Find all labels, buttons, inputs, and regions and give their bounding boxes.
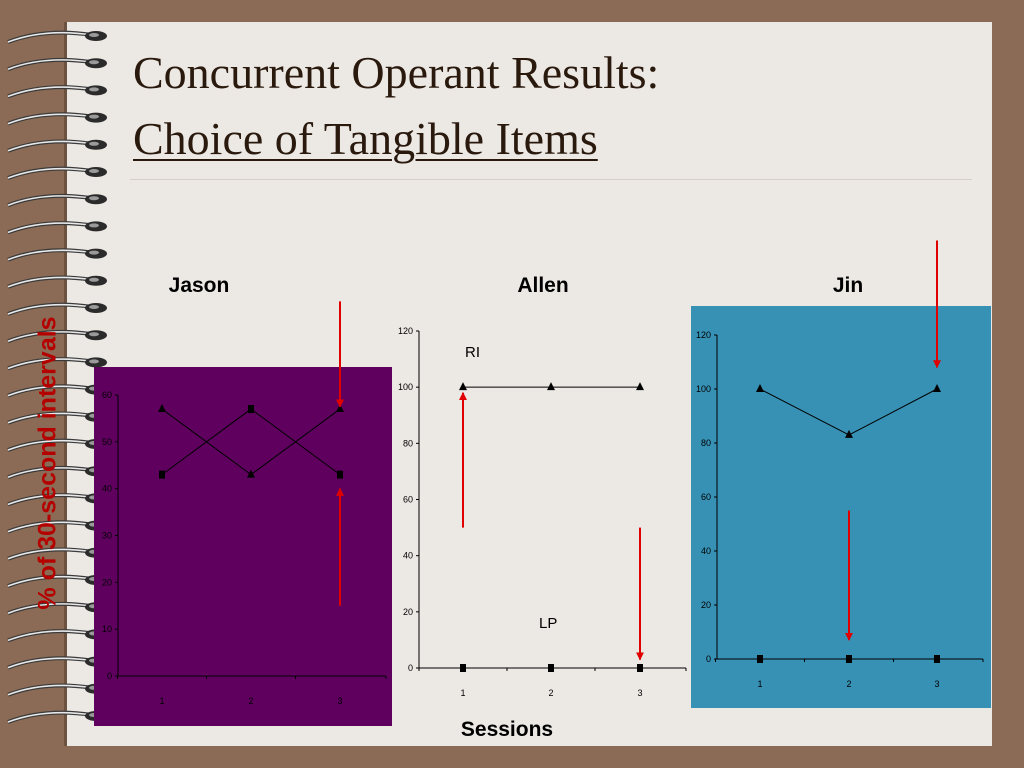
- jin-chart: 0 20 40 60 80 100 120 1 2 3: [691, 306, 991, 708]
- y-tick-label: 20: [403, 607, 413, 617]
- spiral-binding-coil-icon: [7, 85, 107, 99]
- title-divider: [130, 179, 972, 180]
- triangle-marker: [158, 404, 166, 413]
- spiral-binding-coil-icon: [7, 302, 107, 316]
- x-tick-label: 1: [460, 688, 465, 698]
- y-tick-label: 60: [102, 390, 112, 400]
- spiral-binding-coil-icon: [7, 139, 107, 153]
- y-tick-label: 80: [403, 438, 413, 448]
- slide-title: Concurrent Operant Results:: [133, 47, 660, 98]
- spiral-binding-coil-icon: [7, 683, 107, 697]
- y-tick-label: 40: [701, 546, 711, 556]
- series-label: LP: [539, 615, 557, 632]
- x-tick-label: 1: [159, 696, 164, 706]
- series-label: RI: [465, 344, 480, 361]
- square-marker: [846, 655, 852, 663]
- triangle-marker: [459, 382, 467, 391]
- x-tick-label: 3: [337, 696, 342, 706]
- y-tick-label: 120: [398, 326, 413, 336]
- y-tick-label: 50: [102, 437, 112, 447]
- y-tick-label: 0: [408, 663, 413, 673]
- triangle-marker: [547, 382, 555, 391]
- spiral-binding-coil-icon: [7, 629, 107, 643]
- spiral-binding-coil-icon: [7, 710, 107, 724]
- spiral-binding-coil-icon: [7, 329, 107, 344]
- y-tick-label: 100: [398, 382, 413, 392]
- spiral-binding-coil-icon: [7, 112, 107, 126]
- y-tick-label: 120: [696, 330, 711, 340]
- triangle-marker: [247, 469, 255, 478]
- y-tick-label: 10: [102, 624, 112, 634]
- triangle-marker: [933, 384, 941, 392]
- spiral-binding-coil-icon: [7, 166, 107, 180]
- x-tick-label: 1: [757, 679, 762, 689]
- chart-svg: 0 10 20 30 40 50 60 1 2 3: [94, 367, 392, 726]
- chart-svg: 0 20 40 60 80 100 120 1 2 3 RI LP: [392, 318, 692, 698]
- spiral-binding-coil-icon: [7, 275, 107, 289]
- spiral-binding-coil-icon: [7, 57, 107, 72]
- spiral-binding-coil-icon: [7, 193, 107, 208]
- slide-subtitle: Choice of Tangible Items: [133, 113, 598, 164]
- square-marker: [460, 664, 466, 672]
- allen-chart-title: Allen: [517, 274, 569, 297]
- spiral-binding-coil-icon: [7, 357, 107, 371]
- square-marker: [637, 664, 643, 672]
- spiral-binding-coil-icon: [7, 656, 107, 670]
- y-tick-label: 0: [107, 671, 112, 681]
- chart-background: [392, 318, 692, 698]
- chart-background: [94, 367, 392, 726]
- y-tick-label: 40: [102, 484, 112, 494]
- y-tick-label: 0: [706, 654, 711, 664]
- x-tick-label: 2: [846, 679, 851, 689]
- allen-chart: 0 20 40 60 80 100 120 1 2 3 RI LP: [392, 318, 692, 698]
- y-axis-label: % of 30-second intervals: [33, 316, 62, 610]
- square-marker: [248, 405, 254, 414]
- y-tick-label: 30: [102, 531, 112, 541]
- square-marker: [757, 655, 763, 663]
- chart-svg: 0 20 40 60 80 100 120 1 2 3: [691, 306, 991, 708]
- triangle-marker: [636, 382, 644, 391]
- y-tick-label: 80: [701, 438, 711, 448]
- square-marker: [159, 470, 165, 479]
- paper-edge: [64, 22, 67, 746]
- y-tick-label: 100: [696, 384, 711, 394]
- y-tick-label: 20: [102, 577, 112, 587]
- y-tick-label: 40: [403, 551, 413, 561]
- y-tick-label: 60: [403, 495, 413, 505]
- spiral-binding-coil-icon: [7, 221, 107, 235]
- jason-chart-title: Jason: [168, 274, 230, 297]
- chart-background: [691, 306, 991, 708]
- spiral-binding-coil-icon: [7, 30, 107, 44]
- x-tick-label: 2: [548, 688, 553, 698]
- x-tick-label: 3: [637, 688, 642, 698]
- y-tick-label: 60: [701, 492, 711, 502]
- jason-chart: 0 10 20 30 40 50 60 1 2 3: [94, 367, 392, 726]
- spiral-binding-coil-icon: [7, 248, 107, 262]
- x-axis-label: Sessions: [460, 718, 554, 741]
- square-marker: [548, 664, 554, 672]
- triangle-marker: [336, 404, 344, 413]
- x-tick-label: 2: [248, 696, 253, 706]
- jin-chart-title: Jin: [832, 274, 864, 297]
- triangle-marker: [845, 429, 853, 438]
- square-marker: [337, 470, 343, 479]
- x-tick-label: 3: [934, 679, 939, 689]
- triangle-marker: [756, 384, 764, 392]
- square-marker: [934, 655, 940, 663]
- y-tick-label: 20: [701, 600, 711, 610]
